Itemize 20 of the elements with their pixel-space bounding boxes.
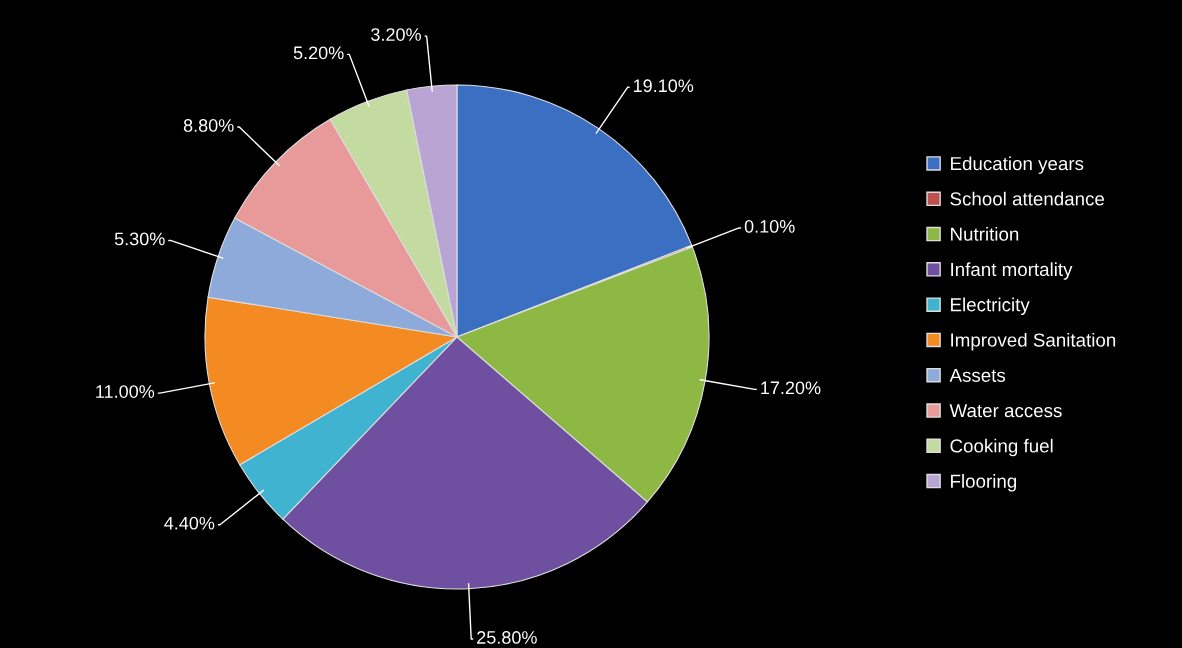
- legend-label: Infant mortality: [951, 262, 1073, 280]
- legend-label: Education years: [951, 156, 1084, 174]
- legend-label: Assets: [949, 368, 1006, 382]
- legend-label: Water access: [949, 404, 1062, 418]
- legend-label: Cooking fuel: [950, 438, 1053, 457]
- legend-label: Flooring: [951, 474, 1017, 492]
- data-label: 19.10%: [633, 79, 694, 93]
- legend-label: Improved Sanitation: [951, 332, 1116, 351]
- data-label: 3.20%: [371, 28, 421, 41]
- legend-label: Nutrition: [951, 227, 1019, 241]
- data-label: 4.40%: [164, 516, 215, 530]
- data-label: 8.80%: [183, 119, 234, 132]
- data-label: 5.20%: [293, 46, 344, 60]
- legend-label: School attendance: [950, 191, 1105, 206]
- data-label: 0.10%: [744, 220, 795, 233]
- data-label: 5.30%: [114, 232, 165, 246]
- data-label: 25.80%: [477, 631, 537, 644]
- legend-label: Electricity: [951, 297, 1030, 316]
- data-label: 11.00%: [96, 385, 155, 398]
- data-label: 17.20%: [761, 381, 821, 395]
